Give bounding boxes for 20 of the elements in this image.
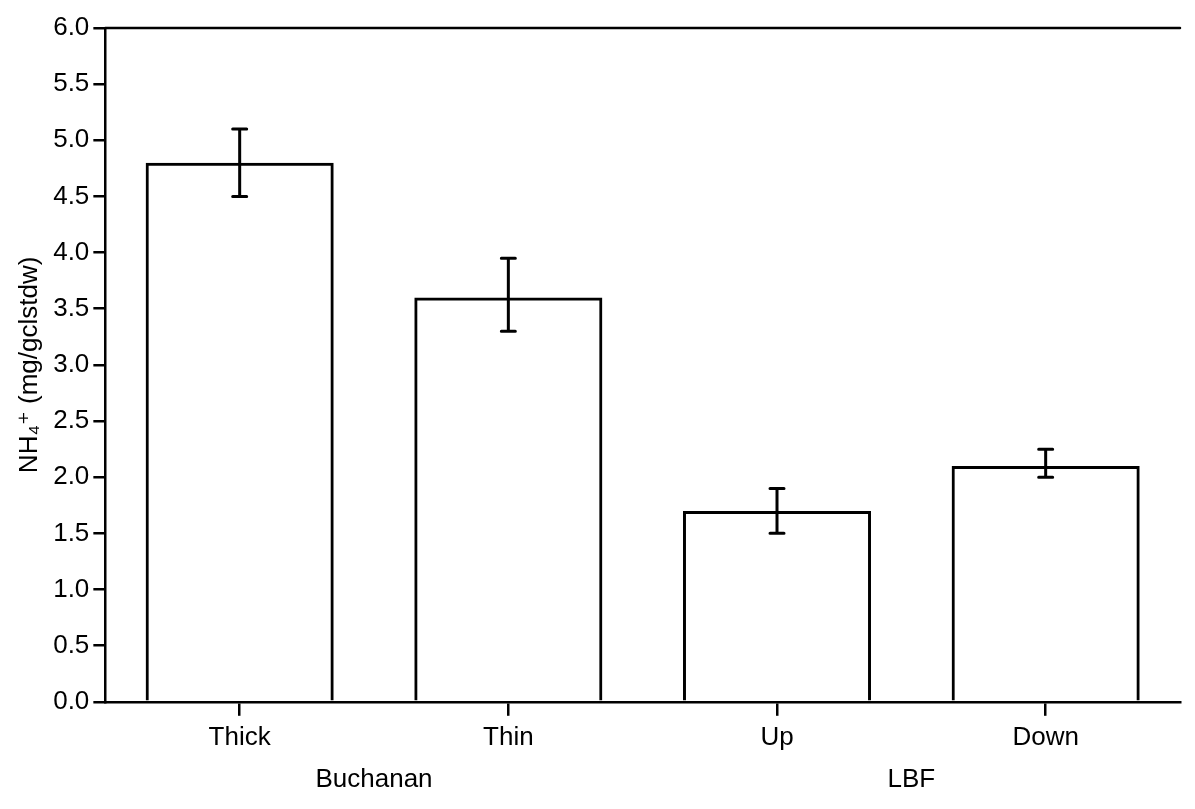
y-tick-label: 6.0 — [53, 11, 90, 42]
y-tick-label: 3.5 — [53, 291, 90, 322]
x-tick-label: Thick — [208, 720, 272, 751]
y-tick-label: 2.5 — [53, 404, 90, 435]
y-tick-label: 0.5 — [53, 628, 90, 659]
y-tick-label: 3.0 — [53, 348, 90, 379]
x-tick-label: Up — [760, 720, 794, 751]
y-tick-label: 5.0 — [53, 123, 90, 154]
y-tick-label: 2.0 — [53, 460, 90, 491]
x-tick-label: Down — [1012, 720, 1079, 751]
y-tick-label: 4.0 — [53, 235, 90, 266]
y-axis-title: NH₄⁺ (mg/gclstdw) — [12, 256, 43, 474]
y-tick-label: 1.0 — [53, 572, 90, 603]
y-tick-label: 5.5 — [53, 67, 90, 98]
y-tick-label: 4.5 — [53, 179, 90, 210]
y-tick-label: 1.5 — [53, 516, 90, 547]
text: Buchanan — [315, 762, 433, 793]
x-tick-label: Thin — [483, 720, 534, 751]
text: LBF — [887, 762, 936, 793]
y-tick-label: 0.0 — [53, 684, 90, 715]
